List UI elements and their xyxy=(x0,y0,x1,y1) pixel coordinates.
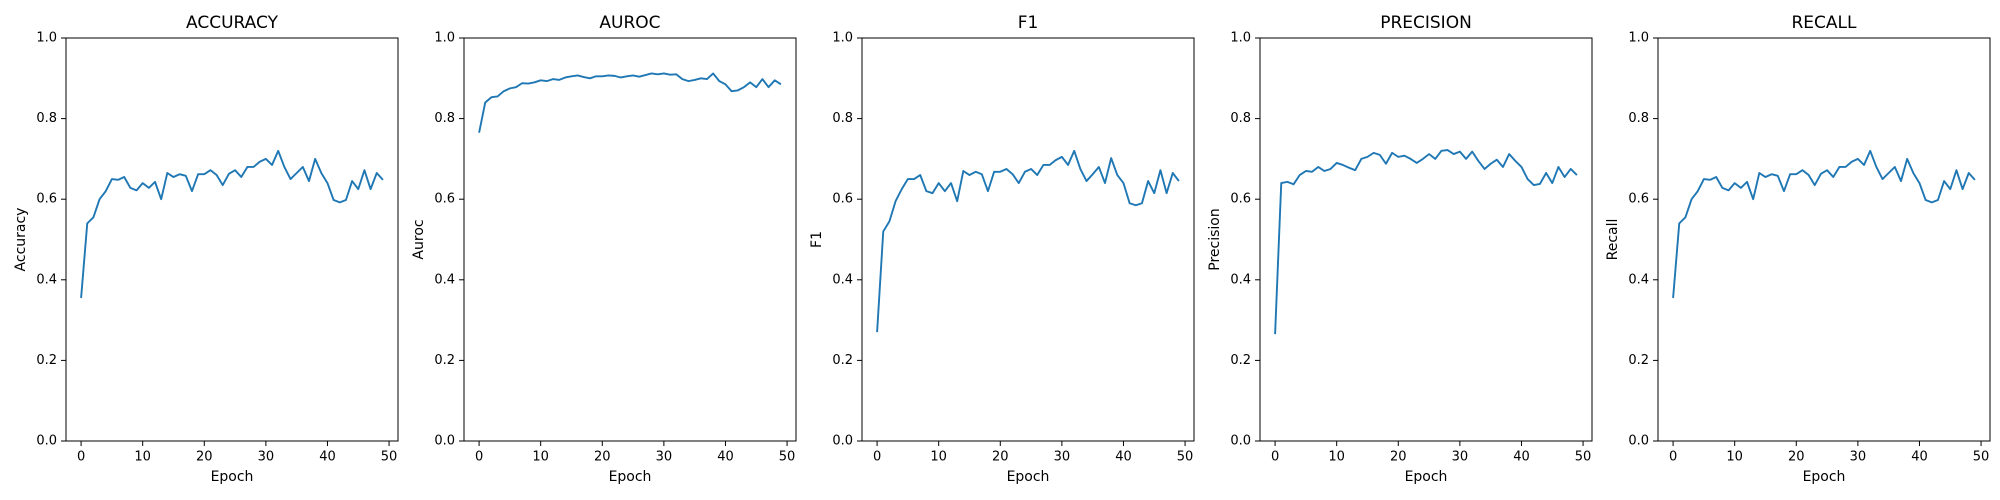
x-axis-label: Epoch xyxy=(211,469,254,485)
line xyxy=(478,72,782,133)
subplot: 0.0 0.2 0.4 0.6 0.8 1.0 0 10 20 30 40 50 F1 Epoch F1 xyxy=(809,13,1195,485)
subplot-title: PRECISION xyxy=(1380,13,1472,33)
subplot: 0.0 0.2 0.4 0.6 0.8 1.0 0 10 20 30 40 50 ACCURACY Epo… xyxy=(13,13,399,485)
y-tick-label: 0.8 xyxy=(832,111,853,126)
axes-frame xyxy=(1657,37,1991,442)
x-axis-label: Epoch xyxy=(1405,469,1448,485)
x-tick-label: 40 xyxy=(1115,450,1132,465)
y-tick-label: 1.0 xyxy=(832,31,853,46)
x-tick-label: 30 xyxy=(1054,450,1071,465)
x-tick-label: 20 xyxy=(1788,450,1805,465)
subplot: 0.0 0.2 0.4 0.6 0.8 1.0 0 10 20 30 40 50 RECALL Epoch… xyxy=(1605,13,1991,485)
x-tick-label: 30 xyxy=(656,450,673,465)
x-tick-label: 0 xyxy=(475,450,483,465)
y-tick-label: 0.4 xyxy=(434,272,455,287)
y-axis-label: Accuracy xyxy=(13,208,29,272)
y-tick-label: 1.0 xyxy=(1628,31,1649,46)
y-tick-label: 1.0 xyxy=(36,31,57,46)
x-tick-label: 10 xyxy=(930,450,947,465)
x-tick-label: 30 xyxy=(1452,450,1469,465)
y-tick-label: 0.8 xyxy=(1628,111,1649,126)
subplot: 0.0 0.2 0.4 0.6 0.8 1.0 0 10 20 30 40 50 AUROC Epoch A… xyxy=(411,13,797,485)
y-tick-label: 0.6 xyxy=(36,192,57,207)
y-tick-label: 1.0 xyxy=(1230,31,1251,46)
y-tick-label: 0.2 xyxy=(434,353,455,368)
x-tick-label: 20 xyxy=(196,450,213,465)
subplot-title: F1 xyxy=(1018,13,1039,33)
y-tick-label: 0.2 xyxy=(1230,353,1251,368)
x-tick-label: 20 xyxy=(594,450,611,465)
x-axis-label: Epoch xyxy=(1007,469,1050,485)
x-tick-label: 40 xyxy=(1513,450,1530,465)
y-tick-label: 0.0 xyxy=(36,434,57,449)
y-tick-label: 0.8 xyxy=(36,111,57,126)
y-tick-label: 0.8 xyxy=(434,111,455,126)
y-tick-label: 0.2 xyxy=(36,353,57,368)
x-tick-label: 50 xyxy=(779,450,796,465)
subplot-title: RECALL xyxy=(1792,13,1858,33)
line xyxy=(1672,149,1976,299)
y-tick-label: 0.6 xyxy=(1628,192,1649,207)
axes-frame xyxy=(1259,37,1593,442)
y-tick-label: 1.0 xyxy=(434,31,455,46)
y-tick-label: 0.0 xyxy=(832,434,853,449)
x-tick-label: 10 xyxy=(134,450,151,465)
subplot: 0.0 0.2 0.4 0.6 0.8 1.0 0 10 20 30 40 50 PRECISION Ep… xyxy=(1207,13,1593,485)
y-tick-label: 0.0 xyxy=(1230,434,1251,449)
axes-frame xyxy=(861,37,1195,442)
x-tick-label: 20 xyxy=(1390,450,1407,465)
x-tick-label: 50 xyxy=(1177,450,1194,465)
y-tick-label: 0.0 xyxy=(434,434,455,449)
x-tick-label: 0 xyxy=(1669,450,1677,465)
y-tick-label: 0.6 xyxy=(434,192,455,207)
x-tick-label: 40 xyxy=(1911,450,1928,465)
y-axis-label: Recall xyxy=(1605,219,1621,261)
x-tick-label: 40 xyxy=(319,450,336,465)
x-tick-label: 30 xyxy=(258,450,275,465)
x-tick-label: 50 xyxy=(381,450,398,465)
axes-frame xyxy=(65,37,399,442)
y-tick-label: 0.6 xyxy=(832,192,853,207)
y-tick-label: 0.0 xyxy=(1628,434,1649,449)
line xyxy=(1274,149,1578,335)
x-axis-label: Epoch xyxy=(609,469,652,485)
x-tick-label: 50 xyxy=(1973,450,1990,465)
y-axis-label: Auroc xyxy=(411,219,427,259)
x-tick-label: 10 xyxy=(1726,450,1743,465)
axes-frame xyxy=(463,37,797,442)
x-tick-label: 0 xyxy=(873,450,881,465)
y-tick-label: 0.4 xyxy=(36,272,57,287)
x-tick-label: 40 xyxy=(717,450,734,465)
y-tick-label: 0.4 xyxy=(1230,272,1251,287)
x-tick-label: 0 xyxy=(77,450,85,465)
x-tick-label: 20 xyxy=(992,450,1009,465)
x-axis-label: Epoch xyxy=(1803,469,1846,485)
x-tick-label: 10 xyxy=(532,450,549,465)
y-axis-label: F1 xyxy=(809,231,825,248)
x-tick-label: 30 xyxy=(1850,450,1867,465)
x-tick-label: 10 xyxy=(1328,450,1345,465)
y-axis-label: Precision xyxy=(1207,208,1223,270)
line xyxy=(876,149,1180,333)
y-tick-label: 0.4 xyxy=(1628,272,1649,287)
y-tick-label: 0.2 xyxy=(1628,353,1649,368)
x-tick-label: 50 xyxy=(1575,450,1592,465)
subplot-title: AUROC xyxy=(599,13,660,33)
y-tick-label: 0.2 xyxy=(832,353,853,368)
subplot-title: ACCURACY xyxy=(186,13,279,33)
y-tick-label: 0.8 xyxy=(1230,111,1251,126)
x-tick-label: 0 xyxy=(1271,450,1279,465)
y-tick-label: 0.6 xyxy=(1230,192,1251,207)
line xyxy=(80,149,384,299)
y-tick-label: 0.4 xyxy=(832,272,853,287)
